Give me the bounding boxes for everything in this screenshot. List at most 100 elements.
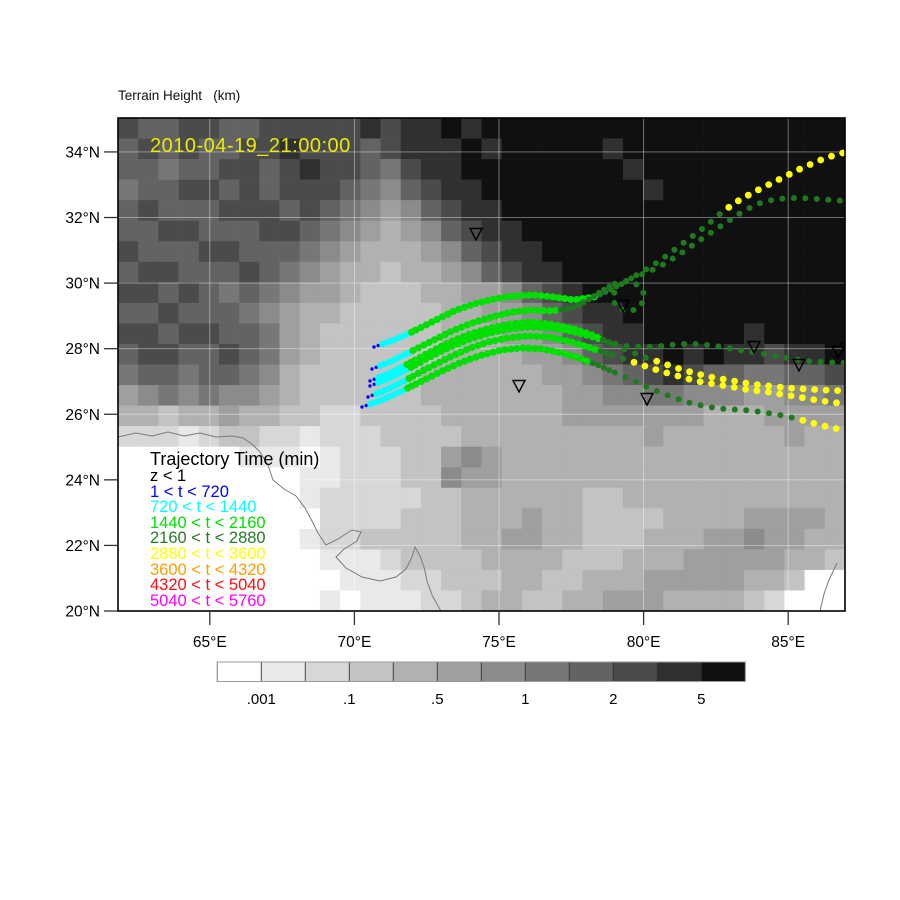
terrain-cell [562, 364, 583, 386]
terrain-cell [360, 220, 381, 242]
trajectory-dot [836, 197, 843, 204]
terrain-cell [279, 261, 301, 283]
terrain-cell [259, 590, 280, 611]
legend-entry: 1 < t < 720 [150, 482, 229, 501]
trajectory-dot [731, 406, 738, 413]
terrain-cell [178, 302, 200, 324]
terrain-cell [784, 364, 805, 386]
terrain-cell [360, 467, 381, 489]
terrain-cell [643, 179, 664, 201]
terrain-cell [723, 179, 745, 201]
trajectory-dot [488, 329, 496, 337]
colorbar-segment [524, 661, 570, 682]
terrain-cell [360, 590, 381, 611]
terrain-cell [663, 508, 684, 530]
trajectory-dot [471, 329, 479, 337]
terrain-cell [643, 446, 664, 468]
colorbar-label: 2 [609, 691, 617, 708]
terrain-cell [643, 159, 664, 180]
trajectory-dot [461, 357, 469, 365]
terrain-cell [481, 118, 502, 139]
trajectory-dot [776, 390, 784, 398]
terrain-cell [562, 118, 583, 139]
trajectory-dot [646, 343, 653, 350]
terrain-cell [380, 138, 402, 160]
terrain-cell [279, 446, 301, 468]
trajectory-dot [441, 356, 449, 364]
trajectory-dot [441, 330, 449, 338]
terrain-cell [521, 508, 543, 530]
terrain-cell [562, 200, 583, 222]
trajectory-dot [476, 332, 484, 340]
terrain-cell [239, 508, 260, 530]
trajectory-dot [669, 255, 676, 262]
trajectory-dot [746, 205, 753, 211]
terrain-cell [582, 364, 603, 386]
terrain-cell [299, 446, 321, 468]
terrain-cell [178, 241, 200, 263]
terrain-cell [218, 323, 240, 345]
terrain-cell [663, 343, 684, 365]
terrain-cell [138, 528, 159, 550]
terrain-cell [138, 200, 159, 222]
trajectory-dot [591, 293, 597, 300]
terrain-cell [804, 385, 826, 406]
terrain-cell [703, 508, 725, 530]
terrain-cell [804, 138, 826, 160]
terrain-cell [420, 590, 442, 611]
terrain-cell [360, 179, 381, 201]
trajectory-dot [539, 333, 547, 341]
terrain-cell [319, 405, 341, 427]
trajectory-dot [708, 373, 716, 381]
trajectory-dot [699, 226, 705, 232]
terrain-cell [340, 385, 361, 406]
terrain-cell [441, 549, 462, 571]
trajectory-dot [452, 350, 460, 359]
terrain-cell [744, 159, 765, 180]
terrain-cell [138, 138, 159, 160]
colorbar-segment [260, 661, 306, 682]
trajectory-dot [531, 291, 539, 299]
terrain-cell [764, 261, 785, 283]
terrain-cell [118, 343, 139, 365]
terrain-cell [218, 220, 240, 242]
terrain-cell [542, 364, 563, 386]
terrain-cell [360, 549, 381, 571]
trajectory-dot [489, 348, 497, 356]
terrain-cell [400, 220, 422, 242]
terrain-cell [158, 385, 179, 406]
trajectory-dot [790, 195, 797, 201]
terrain-cell [118, 159, 139, 180]
terrain-cell [299, 528, 321, 550]
trajectory-dot [425, 364, 433, 372]
terrain-cell [582, 241, 603, 263]
terrain-cell [158, 446, 179, 468]
terrain-cell [461, 508, 482, 530]
trajectory-dot [474, 341, 482, 350]
terrain-cell [622, 549, 644, 571]
colorbar-segment [216, 661, 262, 682]
terrain-cell [643, 467, 664, 489]
terrain-cell [218, 569, 240, 591]
terrain-cell [158, 159, 179, 180]
terrain-cell [198, 118, 220, 139]
terrain-cell [158, 508, 179, 530]
terrain-cell [804, 302, 826, 324]
terrain-cell [723, 282, 745, 304]
trajectory-dot [466, 301, 474, 309]
trajectory-dot [414, 344, 422, 352]
terrain-cell [683, 405, 704, 427]
terrain-cell [138, 364, 159, 386]
terrain-cell [218, 508, 240, 530]
trajectory-dot [427, 348, 435, 356]
terrain-cell [178, 590, 200, 611]
lon-tick-label: 65°E [193, 634, 227, 651]
colorbar-segment [436, 661, 482, 682]
trajectory-dot [787, 392, 795, 400]
terrain-cell [582, 385, 603, 406]
terrain-cell [340, 302, 361, 324]
terrain-cell [118, 508, 139, 530]
terrain-cell [218, 487, 240, 509]
terrain-cell [723, 426, 745, 447]
trajectory-dot [577, 355, 586, 363]
